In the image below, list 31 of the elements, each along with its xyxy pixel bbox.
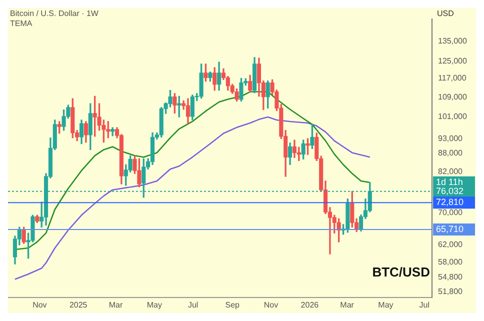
ref-line-label: 65,710 [436,224,464,234]
y-axis-title: USD [437,9,454,18]
y-tick-label: 109,000 [438,92,468,102]
y-tick-label: 125,000 [438,56,468,66]
chart-title: Bitcoin / U.S. Dollar · 1W [10,9,99,18]
chart-subtitle: TEMA [10,19,33,28]
y-tick-label: 54,800 [438,272,464,282]
x-tick-label: Mar [340,300,354,310]
y-tick-label: 101,000 [438,112,468,122]
x-tick-label: Jul [419,300,430,310]
y-tick-label: 82,000 [438,166,464,176]
y-tick-label: 93,000 [438,134,464,143]
y-tick-label: 70,000 [438,208,464,218]
x-tick-label: 2025 [69,300,88,310]
x-tick-label: Nov [264,300,278,310]
ref-line-label: 76,032 1d 11h [436,176,464,196]
x-tick-label: Mar [108,300,123,310]
y-tick-label: 51,800 [438,286,464,296]
y-tick-label: 135,000 [438,36,468,46]
x-tick-label: Nov [32,300,47,310]
y-tick-label: 117,000 [438,74,467,83]
x-tick-label: Sep [225,300,240,310]
x-tick-label: May [146,300,162,310]
y-tick-label: 62,000 [438,240,464,249]
x-tick-label: Jul [188,300,198,310]
ref-line-label: 72,810 [436,197,464,208]
y-tick-label: 88,000 [438,148,464,158]
x-tick-label: May [378,300,394,310]
x-tick-label: 2026 [300,300,320,310]
annotation: BTC/USD [372,264,430,280]
y-tick-label: 58,000 [438,257,464,266]
